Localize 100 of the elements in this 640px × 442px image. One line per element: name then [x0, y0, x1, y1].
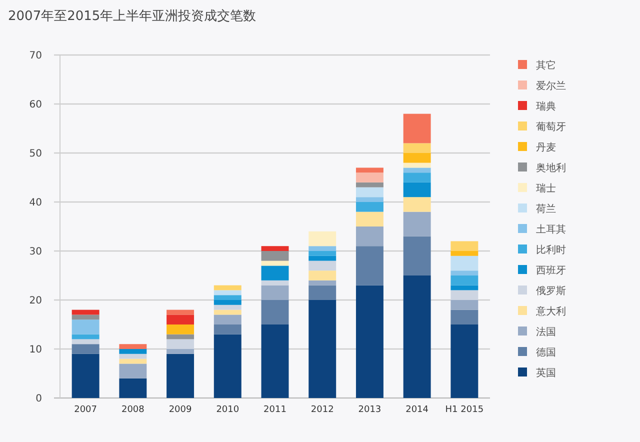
bar — [119, 358, 147, 364]
x-tick-label: 2009 — [168, 405, 192, 415]
bar — [403, 162, 431, 168]
bar — [119, 364, 147, 378]
bar — [214, 304, 242, 310]
bar — [72, 354, 100, 398]
legend-label: 瑞典 — [536, 100, 556, 112]
bar — [450, 285, 478, 290]
legend-label: 葡萄牙 — [536, 121, 566, 133]
bar — [166, 334, 194, 340]
y-tick-label: 70 — [29, 50, 42, 62]
bar — [261, 246, 289, 251]
bar — [403, 182, 431, 198]
bar — [356, 226, 384, 246]
x-tick-label: 2007 — [74, 405, 98, 415]
y-tick-label: 20 — [29, 296, 42, 306]
bar — [72, 339, 100, 344]
legend-label: 奥地利 — [536, 162, 566, 174]
y-tick-label: 50 — [29, 148, 42, 160]
bar — [356, 182, 384, 188]
y-tick-label: 10 — [29, 344, 42, 356]
x-tick-label: 2008 — [121, 405, 145, 415]
bar — [450, 290, 478, 300]
bar — [261, 266, 289, 280]
legend-label: 瑞士 — [536, 182, 556, 194]
bar — [119, 344, 147, 349]
bar — [403, 143, 431, 153]
bar — [72, 344, 100, 354]
bar — [261, 260, 289, 266]
x-tick-label: 2013 — [358, 405, 382, 415]
bar — [356, 197, 384, 202]
legend-label: 法国 — [536, 326, 556, 338]
legend-label: 其它 — [536, 60, 556, 72]
legend-label: 荷兰 — [536, 203, 556, 215]
bar — [214, 290, 242, 296]
bar — [450, 300, 478, 310]
bar — [403, 276, 431, 398]
bar — [166, 339, 194, 349]
bar — [119, 349, 147, 354]
x-tick-label: 2011 — [264, 405, 286, 415]
bar — [356, 187, 384, 198]
bar — [261, 300, 289, 324]
bar — [72, 310, 100, 315]
bar — [261, 324, 289, 398]
bar — [450, 241, 478, 251]
bar — [308, 256, 336, 261]
bar — [166, 324, 194, 334]
bar — [403, 153, 431, 163]
bar — [450, 270, 478, 276]
bar — [403, 212, 431, 236]
x-tick-label: 2012 — [310, 405, 334, 415]
bar — [356, 202, 384, 212]
y-tick-label: 40 — [29, 198, 42, 208]
bar — [356, 168, 384, 173]
bar — [356, 212, 384, 226]
bar — [166, 314, 194, 324]
x-tick-label: H1 2015 — [445, 405, 484, 415]
y-tick-label: 60 — [29, 100, 42, 110]
x-tick-label: 2014 — [406, 405, 429, 415]
bar — [261, 285, 289, 300]
y-tick-label: 0 — [36, 394, 42, 404]
bar — [450, 310, 478, 324]
bar — [214, 334, 242, 398]
legend-label: 英国 — [536, 367, 556, 379]
legend-label: 丹麦 — [536, 142, 556, 154]
bar — [403, 172, 431, 182]
bar — [214, 300, 242, 305]
bar — [119, 354, 147, 359]
bar — [403, 236, 431, 276]
x-tick-label: 2010 — [216, 405, 240, 415]
y-tick-label: 30 — [29, 246, 42, 258]
bar — [308, 251, 336, 256]
bar — [214, 314, 242, 324]
bar — [450, 256, 478, 271]
bar — [308, 280, 336, 286]
legend-label: 爱尔兰 — [536, 80, 566, 92]
bar — [403, 168, 431, 173]
bar — [261, 251, 289, 261]
bar — [308, 285, 336, 300]
bar — [450, 251, 478, 256]
chart-title: 2007年至2015年上半年亚洲投资成交笔数 — [8, 8, 256, 24]
bar — [308, 260, 336, 271]
bar — [308, 246, 336, 251]
legend-label: 比利时 — [536, 244, 566, 256]
bar — [119, 378, 147, 398]
bar — [356, 246, 384, 286]
bar — [356, 285, 384, 398]
bar — [214, 310, 242, 315]
bar — [166, 354, 194, 398]
bar — [450, 276, 478, 286]
bar — [214, 324, 242, 334]
bar — [214, 295, 242, 300]
bar — [356, 172, 384, 182]
bar — [72, 320, 100, 334]
legend-label: 俄罗斯 — [536, 285, 566, 297]
bar — [308, 231, 336, 246]
bar — [166, 310, 194, 315]
bar — [308, 300, 336, 398]
legend-label: 土耳其 — [536, 224, 566, 236]
legend-label: 德国 — [536, 348, 556, 358]
